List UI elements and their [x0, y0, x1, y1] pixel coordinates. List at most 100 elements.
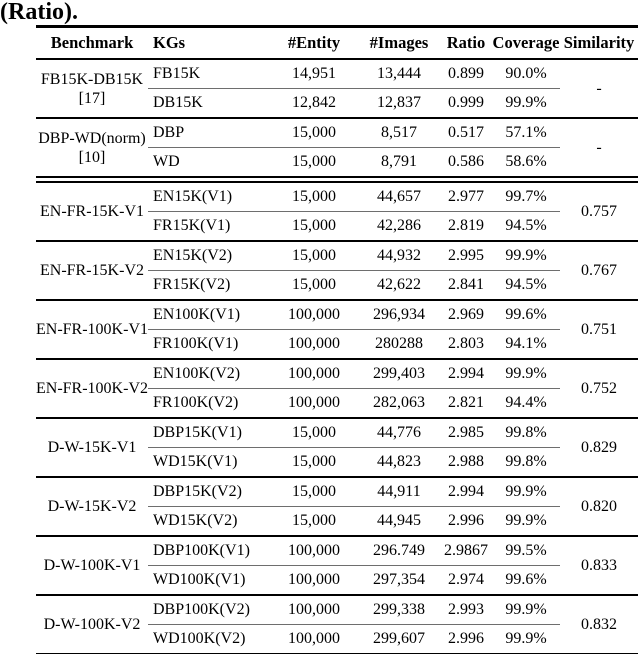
kg-name-cell: FR100K(V1): [148, 329, 270, 359]
benchmark-name: D-W-100K-V2: [43, 616, 141, 633]
images-cell: 280288: [358, 329, 440, 359]
images-cell: 8,791: [358, 147, 440, 180]
ratio-cell: 2.985: [440, 417, 492, 448]
benchmark-group: D-W-15K-V1 DBP15K(V1) 15,000 44,776 2.985 99.…: [36, 417, 638, 477]
coverage-cell: 99.9%: [492, 88, 560, 118]
entity-cell: 15,000: [270, 211, 358, 241]
benchmark-name: FB15K-DB15K: [40, 70, 144, 88]
kg-name-cell: EN100K(V2): [148, 358, 270, 389]
kg-name-cell: WD15K(V1): [148, 447, 270, 477]
col-header-similarity: Similarity: [560, 26, 638, 60]
similarity-cell: 0.829: [560, 417, 638, 477]
benchmark-group: FB15K-DB15K [17] FB15K 14,951 13,444 0.899 90.…: [36, 58, 638, 118]
benchmark-group: EN-FR-15K-V1 EN15K(V1) 15,000 44,657 2.977 99…: [36, 176, 638, 241]
entity-cell: 15,000: [270, 506, 358, 536]
images-cell: 13,444: [358, 58, 440, 89]
kg-name-cell: WD15K(V2): [148, 506, 270, 536]
ratio-cell: 2.974: [440, 565, 492, 595]
table-row: FR100K(V1) 100,000 280288 2.803 94.1%: [36, 329, 638, 359]
entity-cell: 15,000: [270, 147, 358, 180]
similarity-cell: -: [560, 117, 638, 180]
benchmark-name-cell: EN-FR-100K-V2: [36, 358, 148, 418]
col-header-benchmark: Benchmark: [36, 26, 148, 60]
similarity-cell: 0.767: [560, 240, 638, 300]
benchmark-name-cell: D-W-15K-V2: [36, 476, 148, 536]
images-cell: 299,607: [358, 624, 440, 654]
coverage-cell: 99.5%: [492, 535, 560, 566]
coverage-cell: 99.9%: [492, 594, 560, 625]
header-row: Benchmark KGs #Entity #Images Ratio Cove…: [36, 26, 638, 60]
benchmark-name-cell: EN-FR-100K-V1: [36, 299, 148, 359]
ratio-cell: 2.996: [440, 624, 492, 654]
coverage-cell: 99.8%: [492, 447, 560, 477]
coverage-cell: 94.5%: [492, 211, 560, 241]
ratio-cell: 2.9867: [440, 535, 492, 566]
entity-cell: 12,842: [270, 88, 358, 118]
entity-cell: 100,000: [270, 388, 358, 418]
benchmark-name-cell: EN-FR-15K-V2: [36, 240, 148, 300]
kg-name-cell: EN100K(V1): [148, 299, 270, 330]
benchmark-name: EN-FR-100K-V1: [36, 321, 148, 338]
benchmark-name-cell: EN-FR-15K-V1: [36, 176, 148, 241]
ratio-cell: 2.994: [440, 358, 492, 389]
benchmark-name-cell: FB15K-DB15K [17]: [36, 58, 148, 118]
entity-cell: 100,000: [270, 565, 358, 595]
benchmark-name: D-W-15K-V2: [47, 498, 137, 515]
table-row: FR15K(V1) 15,000 42,286 2.819 94.5%: [36, 211, 638, 241]
entity-cell: 15,000: [270, 476, 358, 507]
similarity-cell: 0.832: [560, 594, 638, 654]
benchmark-name-cell: D-W-100K-V2: [36, 594, 148, 654]
kg-name-cell: DBP15K(V1): [148, 417, 270, 448]
entity-cell: 100,000: [270, 624, 358, 654]
coverage-cell: 99.9%: [492, 506, 560, 536]
ratio-cell: 2.819: [440, 211, 492, 241]
benchmark-group: EN-FR-100K-V1 EN100K(V1) 100,000 296,934 2.9…: [36, 299, 638, 359]
kg-name-cell: DBP15K(V2): [148, 476, 270, 507]
coverage-cell: 99.6%: [492, 565, 560, 595]
coverage-cell: 99.8%: [492, 417, 560, 448]
coverage-cell: 58.6%: [492, 147, 560, 180]
kg-name-cell: FR15K(V2): [148, 270, 270, 300]
table-row: WD100K(V1) 100,000 297,354 2.974 99.6%: [36, 565, 638, 595]
benchmark-group: D-W-100K-V1 DBP100K(V1) 100,000 296.749 2.98…: [36, 535, 638, 595]
ratio-cell: 2.821: [440, 388, 492, 418]
images-cell: 296.749: [358, 535, 440, 566]
images-cell: 299,338: [358, 594, 440, 625]
col-header-ratio: Ratio: [440, 26, 492, 60]
caption-close: ).: [64, 0, 78, 25]
kg-name-cell: WD100K(V1): [148, 565, 270, 595]
col-header-kgs: KGs: [148, 26, 270, 60]
entity-cell: 100,000: [270, 594, 358, 625]
entity-cell: 100,000: [270, 329, 358, 359]
coverage-cell: 99.9%: [492, 358, 560, 389]
table-row: EN-FR-100K-V2 EN100K(V2) 100,000 299,403 2.9…: [36, 358, 638, 418]
col-header-images: #Images: [358, 26, 440, 60]
table-row: FB15K-DB15K [17] FB15K 14,951 13,444 0.899 90.…: [36, 58, 638, 118]
caption-bold-word: Ratio: [8, 0, 64, 25]
similarity-cell: 0.833: [560, 535, 638, 595]
table-row: WD100K(V2) 100,000 299,607 2.996 99.9%: [36, 624, 638, 654]
benchmark-group: EN-FR-15K-V2 EN15K(V2) 15,000 44,932 2.995 99…: [36, 240, 638, 300]
benchmark-name-cell: DBP-WD(norm) [10]: [36, 117, 148, 180]
table-row: WD15K(V2) 15,000 44,945 2.996 99.9%: [36, 506, 638, 536]
coverage-cell: 90.0%: [492, 58, 560, 89]
benchmark-group: EN-FR-100K-V2 EN100K(V2) 100,000 299,403 2.9…: [36, 358, 638, 418]
ratio-cell: 2.994: [440, 476, 492, 507]
entity-cell: 14,951: [270, 58, 358, 89]
benchmark-name-cell: D-W-100K-V1: [36, 535, 148, 595]
caption-open-paren: (: [0, 0, 8, 25]
kg-name-cell: DB15K: [148, 88, 270, 118]
similarity-cell: 0.820: [560, 476, 638, 536]
table-header: Benchmark KGs #Entity #Images Ratio Cove…: [36, 26, 638, 60]
benchmark-name: D-W-100K-V1: [43, 557, 141, 574]
table-row: D-W-15K-V2 DBP15K(V2) 15,000 44,911 2.994 99.…: [36, 476, 638, 536]
images-cell: 42,622: [358, 270, 440, 300]
similarity-cell: 0.752: [560, 358, 638, 418]
kg-name-cell: DBP: [148, 117, 270, 148]
coverage-cell: 94.1%: [492, 329, 560, 359]
similarity-cell: 0.757: [560, 176, 638, 241]
benchmark-group: DBP-WD(norm) [10] DBP 15,000 8,517 0.517 57.1%…: [36, 117, 638, 180]
benchmark-name-cell: D-W-15K-V1: [36, 417, 148, 477]
ratio-cell: 0.999: [440, 88, 492, 118]
coverage-cell: 99.9%: [492, 476, 560, 507]
